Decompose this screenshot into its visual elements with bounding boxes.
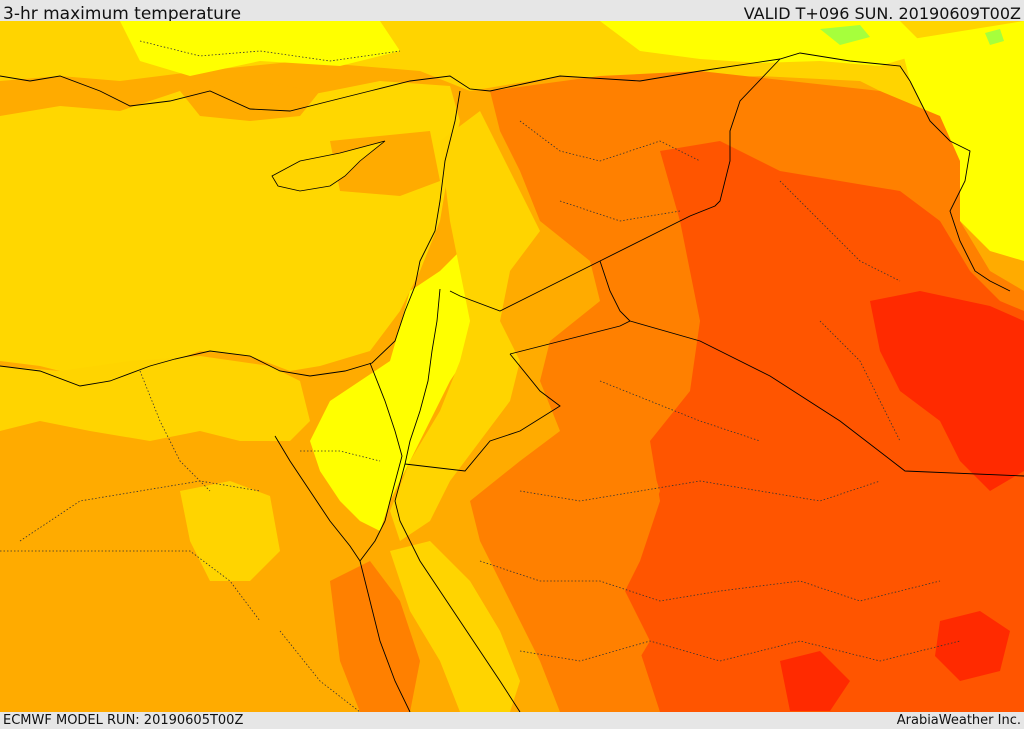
- credit-label: ArabiaWeather Inc.: [896, 713, 1021, 728]
- temperature-band-north-light-yellow: [120, 21, 400, 76]
- temperature-band-north-light-yellow: [900, 21, 1024, 261]
- coastline-turkey: [0, 75, 491, 112]
- province-border: [0, 550, 261, 622]
- province-border: [279, 630, 361, 712]
- province-border: [779, 180, 901, 282]
- border-egypt-israel: [369, 362, 403, 522]
- province-border: [599, 380, 761, 442]
- coastline-gulf-of-suez: [274, 435, 386, 562]
- coastline-red-sea: [359, 560, 411, 712]
- border-iraq-saudi: [629, 320, 1024, 477]
- province-border: [19, 480, 261, 542]
- province-border: [519, 480, 881, 502]
- temperature-band-levant-light-yellow: [310, 251, 480, 531]
- province-border: [519, 120, 701, 162]
- cyprus-island: [271, 140, 386, 192]
- map-title: 3-hr maximum temperature: [3, 4, 242, 21]
- coastline-red-sea-east: [394, 500, 521, 712]
- border-jordan-saudi: [404, 353, 561, 472]
- map-header: 3-hr maximum temperature VALID T+096 SUN…: [0, 0, 1024, 21]
- border-jordan-iraq: [509, 260, 631, 355]
- temperature-band-red: [935, 611, 1010, 681]
- red-sea-patch: [330, 561, 420, 712]
- valid-time-label: VALID T+096 SUN. 20190609T00Z: [743, 4, 1021, 21]
- province-border: [819, 320, 901, 442]
- border-syria-jordan: [449, 260, 601, 312]
- temperature-band-red: [870, 291, 1024, 491]
- border-israel-jordan: [394, 288, 441, 502]
- temperature-band-egypt-yellow: [180, 481, 280, 581]
- border-iran-iraq: [909, 80, 1011, 292]
- model-run-label: ECMWF MODEL RUN: 20190605T00Z: [3, 713, 244, 728]
- temperature-band-north-green: [820, 25, 870, 45]
- temperature-band-orange-patch: [560, 431, 660, 551]
- province-border: [519, 640, 961, 662]
- sea-warm-patch: [330, 131, 440, 196]
- temperature-band-red-orange: [620, 141, 1024, 712]
- temperature-map: [0, 21, 1024, 712]
- province-border: [559, 200, 681, 222]
- coastline-levant: [0, 90, 461, 387]
- red-sea-patch: [390, 541, 520, 712]
- country-borders: [0, 52, 1024, 712]
- province-border: [139, 370, 211, 492]
- province-border: [300, 450, 381, 462]
- province-borders: [0, 40, 961, 712]
- temperature-band-egypt-yellow: [0, 356, 310, 441]
- temperature-band-north-green: [985, 29, 1004, 45]
- temperature-band-orange-patch: [550, 581, 650, 691]
- map-footer: ECMWF MODEL RUN: 20190605T00Z ArabiaWeat…: [0, 712, 1024, 729]
- temperature-map-svg: [0, 21, 1024, 712]
- temperature-band-levant-yellow: [390, 111, 540, 541]
- temperature-band-red: [780, 651, 850, 711]
- border-syria-iraq: [599, 58, 781, 262]
